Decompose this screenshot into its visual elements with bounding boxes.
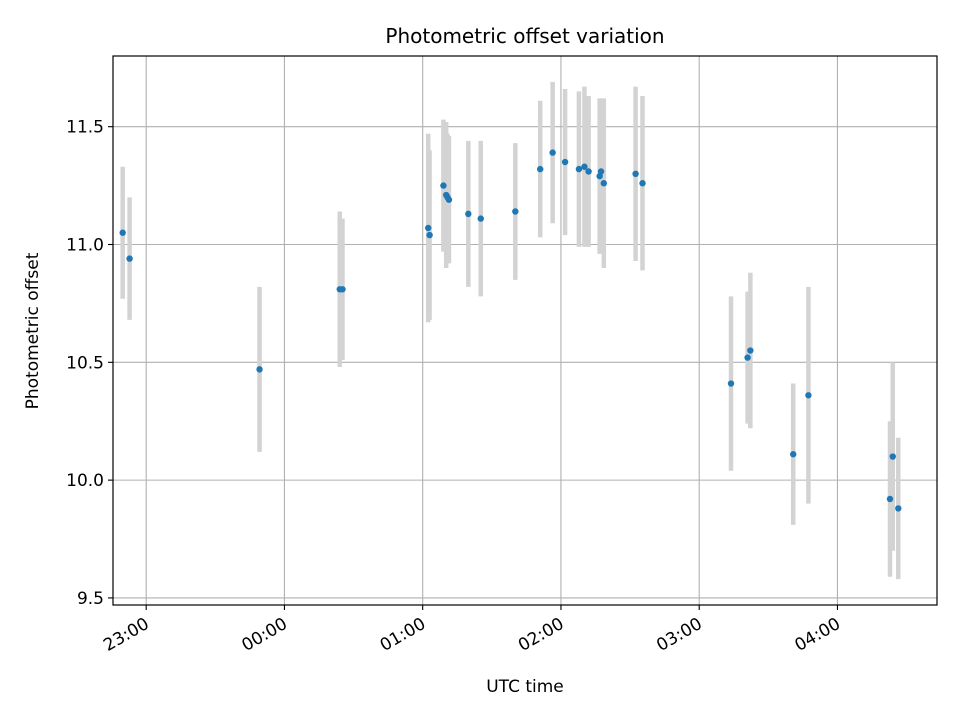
data-point	[727, 380, 735, 387]
data-point	[790, 451, 797, 458]
y-tick-label: 9.5	[77, 589, 104, 609]
data-point	[895, 505, 902, 512]
data-point	[425, 224, 432, 232]
data-point	[465, 210, 472, 218]
data-point	[585, 168, 592, 175]
data-point	[747, 347, 754, 354]
y-tick-label: 10.0	[66, 471, 104, 491]
y-tick-label: 11.5	[66, 118, 104, 138]
data-point	[581, 163, 588, 170]
data-point	[426, 231, 433, 239]
data-point	[805, 392, 812, 399]
data-point	[119, 229, 126, 236]
data-point	[600, 180, 608, 187]
data-point	[477, 215, 484, 222]
data-point	[445, 196, 453, 203]
x-axis-title: UTC time	[486, 677, 564, 697]
data-point	[549, 149, 556, 156]
data-point	[597, 168, 605, 175]
data-point	[639, 180, 646, 187]
data-point	[256, 366, 263, 373]
data-point	[744, 354, 751, 361]
data-point	[537, 165, 544, 173]
data-point	[889, 453, 896, 460]
chart-title: Photometric offset variation	[385, 24, 664, 48]
y-tick-label: 10.5	[66, 353, 104, 373]
y-tick-label: 11.0	[66, 235, 104, 255]
data-point	[575, 165, 583, 173]
y-axis: 9.5 10.0 10.5 11.0 11.5	[66, 118, 113, 609]
data-point	[561, 158, 569, 166]
data-point	[632, 170, 639, 178]
plot-frame	[112, 55, 938, 606]
data-point	[440, 182, 447, 189]
data-point	[339, 286, 346, 293]
grid	[113, 56, 937, 605]
data-points	[119, 149, 902, 512]
data-point	[126, 255, 133, 262]
data-point	[886, 495, 894, 503]
data-point	[512, 208, 519, 215]
y-axis-title: Photometric offset	[23, 252, 43, 409]
